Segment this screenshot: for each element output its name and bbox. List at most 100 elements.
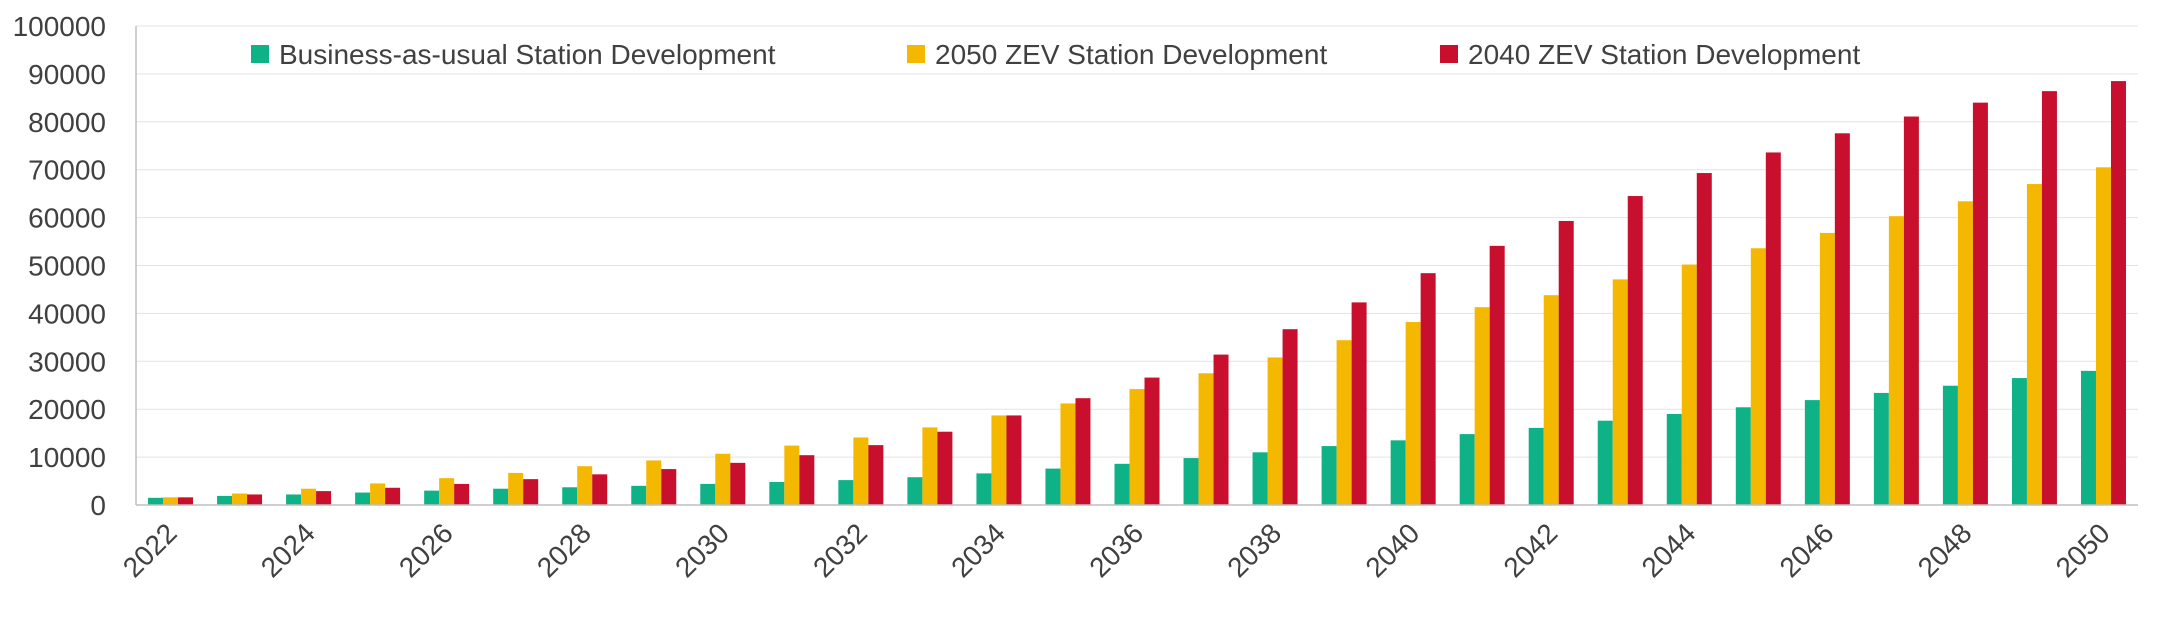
x-tick-label: 2048 [1912, 517, 1978, 583]
y-tick-label: 40000 [28, 298, 106, 329]
bar [799, 455, 815, 505]
x-tick-label: 2046 [1774, 517, 1840, 583]
bar [853, 437, 869, 505]
x-tick-label: 2032 [807, 517, 873, 583]
y-tick-label: 0 [90, 490, 106, 521]
y-tick-label: 50000 [28, 251, 106, 282]
bar [1351, 302, 1367, 505]
y-tick-label: 20000 [28, 394, 106, 425]
bar [316, 491, 332, 505]
bar [631, 485, 647, 505]
bar [1834, 133, 1850, 505]
bar [523, 479, 539, 505]
bar [1390, 440, 1406, 505]
bar [1183, 458, 1199, 505]
bar [1459, 434, 1475, 505]
bar [784, 445, 800, 505]
bar [922, 427, 938, 505]
bar [1252, 452, 1268, 505]
bar [301, 488, 317, 505]
bar [730, 462, 746, 505]
y-tick-label: 30000 [28, 346, 106, 377]
bar [1336, 340, 1352, 505]
y-tick-label: 70000 [28, 155, 106, 186]
bar [1489, 245, 1505, 505]
legend-label: Business-as-usual Station Development [279, 39, 776, 70]
bar [1282, 329, 1298, 505]
bar [1474, 307, 1490, 505]
bar [178, 497, 194, 505]
bar [1735, 407, 1751, 505]
bar [2095, 167, 2111, 505]
y-tick-labels: 0 10000 20000 30000 40000 50000 60000 70000 8000… [13, 11, 106, 521]
bar [868, 445, 884, 505]
x-tick-label: 2028 [531, 517, 597, 583]
gridlines [136, 25, 2138, 458]
y-tick-label: 10000 [28, 442, 106, 473]
bars-group [148, 81, 2126, 506]
bar [937, 431, 953, 505]
bar [424, 490, 440, 505]
bar [1597, 420, 1613, 505]
bar [2080, 370, 2096, 505]
bar [508, 472, 524, 505]
bar [217, 495, 233, 505]
bar [1957, 201, 1973, 505]
bar [1819, 232, 1835, 506]
bar [1903, 116, 1919, 505]
y-tick-label: 100000 [13, 11, 106, 42]
legend-item: 2040 ZEV Station Development [1440, 39, 1860, 70]
bar [1198, 373, 1214, 505]
x-tick-label: 2036 [1083, 517, 1149, 583]
bar [1075, 398, 1091, 505]
bar [148, 497, 164, 505]
bar [991, 415, 1007, 505]
bar [286, 494, 302, 505]
bar [1666, 413, 1682, 505]
bar [577, 466, 593, 505]
bar [661, 469, 677, 505]
bar [1627, 196, 1643, 506]
x-tick-label: 2050 [2050, 517, 2116, 583]
bar [355, 492, 371, 505]
x-tick-labels: 2022 2024 2026 2028 2030 2032 2034 2036 2038 2040… [117, 517, 2116, 583]
bar [2011, 378, 2027, 505]
bar [370, 483, 386, 505]
bar [1612, 279, 1628, 505]
bar [562, 487, 578, 505]
bar [769, 482, 785, 505]
legend-item: 2050 ZEV Station Development [907, 39, 1327, 70]
bar [1558, 220, 1574, 505]
bar [907, 477, 923, 505]
x-tick-label: 2022 [117, 517, 183, 583]
bar [1942, 385, 1958, 505]
legend-label: 2040 ZEV Station Development [1468, 39, 1860, 70]
x-tick-label: 2042 [1497, 517, 1563, 583]
bar [493, 488, 509, 505]
bar [1045, 468, 1061, 505]
legend-swatch [907, 45, 925, 63]
bar [232, 493, 248, 505]
x-tick-label: 2030 [669, 517, 735, 583]
bar [700, 483, 716, 505]
bar [2026, 184, 2042, 505]
bar [247, 494, 263, 505]
bar [1765, 152, 1781, 505]
bar [1543, 295, 1559, 505]
bar [592, 474, 608, 505]
bar [163, 497, 179, 505]
x-tick-label: 2026 [393, 517, 459, 583]
x-tick-label: 2038 [1221, 517, 1287, 583]
bar [454, 483, 470, 505]
bar [715, 453, 731, 505]
bar [1804, 400, 1820, 505]
x-tick-label: 2044 [1636, 517, 1702, 583]
bar [838, 480, 854, 505]
bar [646, 460, 662, 505]
bar [385, 487, 401, 505]
bar [1144, 377, 1160, 505]
bar [976, 473, 992, 505]
bar [1114, 463, 1130, 505]
y-tick-label: 90000 [28, 59, 106, 90]
